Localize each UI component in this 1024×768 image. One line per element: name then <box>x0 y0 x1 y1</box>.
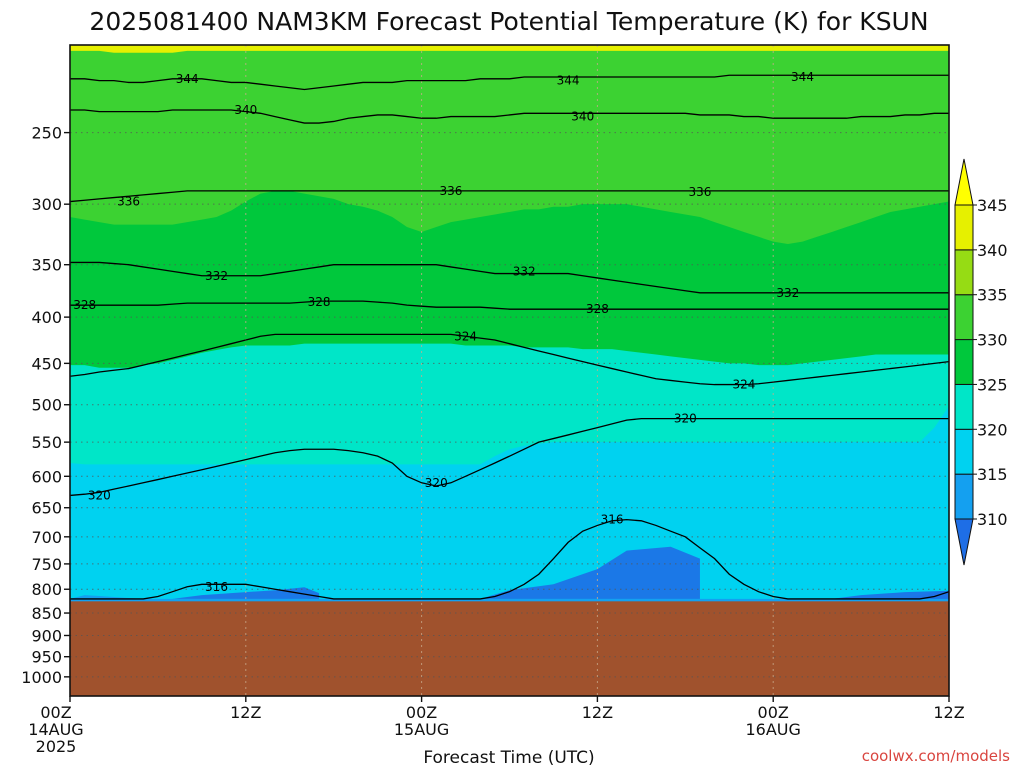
colorbar-tick-label-320: 320 <box>977 420 1008 439</box>
cold-pocket-2 <box>831 590 949 599</box>
y-tick-label-950: 950 <box>31 648 62 667</box>
x-tick-label-48-2: 16AUG <box>745 720 800 739</box>
contour-label-336-2: 336 <box>688 185 711 199</box>
y-tick-label-850: 850 <box>31 604 62 623</box>
contour-320 <box>70 417 949 497</box>
contour-316 <box>70 518 949 600</box>
contour-324 <box>70 333 949 386</box>
contour-328 <box>70 300 949 310</box>
y-tick-label-500: 500 <box>31 396 62 415</box>
x-tick-label-24-2: 15AUG <box>394 720 449 739</box>
contour-label-336-0: 336 <box>117 195 140 209</box>
x-tick-label-48-1: 00Z <box>758 703 789 722</box>
y-tick-label-750: 750 <box>31 555 62 574</box>
x-tick-label-0-3: 2025 <box>36 737 77 756</box>
colorbar-tick-label-325: 325 <box>977 375 1008 394</box>
contour-label-344-0: 344 <box>176 72 199 86</box>
contour-340 <box>70 109 949 124</box>
y-tick-label-400: 400 <box>31 308 62 327</box>
x-tick-label-0-2: 14AUG <box>28 720 83 739</box>
plot-frame <box>69 44 950 697</box>
credit-text: coolwx.com/models <box>862 747 1010 765</box>
contour-label-320-0: 320 <box>88 488 111 502</box>
x-tick-label-0-1: 00Z <box>40 703 71 722</box>
contour-label-324-0: 324 <box>454 329 477 343</box>
y-tick-label-300: 300 <box>31 195 62 214</box>
contour-label-320-1: 320 <box>425 476 448 490</box>
ground-mask <box>70 601 949 696</box>
x-axis-label: Forecast Time (UTC) <box>423 748 594 768</box>
colorbar-band-310 <box>954 473 974 520</box>
contour-label-328-1: 328 <box>308 295 331 309</box>
colorbar: 310 315 320 325 330 335 340 345 <box>954 158 1008 566</box>
contour-label-344-2: 344 <box>791 70 814 84</box>
cold-pocket-1 <box>480 546 700 599</box>
colorbar-band-320 <box>954 383 974 430</box>
fill-band-above-340 <box>70 45 949 53</box>
contour-label-332-0: 332 <box>205 269 228 283</box>
plot-area: 344 344 344 340 340 336 336 336 332 332 332 328 328 3… <box>70 39 949 696</box>
x-tick-label-12-1: 12Z <box>230 703 261 722</box>
contour-332 <box>70 261 949 294</box>
contour-label-332-1: 332 <box>513 264 536 278</box>
contour-344 <box>70 74 949 91</box>
colorbar-tick-label-330: 330 <box>977 331 1008 350</box>
contour-label-316-1: 316 <box>601 513 624 527</box>
y-tick-label-900: 900 <box>31 626 62 645</box>
grid-lines <box>70 45 949 696</box>
y-axis: 250 300 350 400 450 500 550 600 650 700 750 800 850 9… <box>21 124 70 687</box>
contour-label-316-0: 316 <box>205 580 228 594</box>
colorbar-band-330 <box>954 294 974 341</box>
contour-label-320-2: 320 <box>674 412 697 426</box>
contour-336 <box>70 190 949 203</box>
colorbar-extend-bottom <box>954 518 974 566</box>
contour-label-336-1: 336 <box>439 184 462 198</box>
x-tick-label-36-1: 12Z <box>582 703 613 722</box>
x-tick-label-24-1: 00Z <box>406 703 437 722</box>
ground-fill <box>70 601 949 696</box>
y-tick-label-1000: 1000 <box>21 668 62 687</box>
chart-title: 2025081400 NAM3KM Forecast Potential Tem… <box>89 7 928 36</box>
contour-label-332-2: 332 <box>776 286 799 300</box>
contour-label-340-1: 340 <box>571 110 594 124</box>
y-tick-label-650: 650 <box>31 499 62 518</box>
fill-band-above-330 <box>70 45 949 244</box>
colorbar-band-315 <box>954 428 974 475</box>
contour-label-344-1: 344 <box>557 74 580 88</box>
colorbar-tick-label-340: 340 <box>977 241 1008 260</box>
contour-label-324-1: 324 <box>732 378 755 392</box>
colorbar-tick-label-335: 335 <box>977 286 1008 305</box>
y-tick-label-550: 550 <box>31 433 62 452</box>
y-tick-label-800: 800 <box>31 580 62 599</box>
colorbar-band-335 <box>954 249 974 296</box>
fill-band-above-345 <box>70 39 949 45</box>
colorbar-tick-label-315: 315 <box>977 465 1008 484</box>
contour-label-328-2: 328 <box>586 302 609 316</box>
colorbar-tick-label-310: 310 <box>977 510 1008 529</box>
y-tick-label-600: 600 <box>31 467 62 486</box>
contour-label-328-0: 328 <box>73 298 96 312</box>
colorbar-tick-label-345: 345 <box>977 196 1008 215</box>
colorbar-band-325 <box>954 339 974 385</box>
colorbar-band-340 <box>954 204 974 251</box>
y-tick-label-350: 350 <box>31 256 62 275</box>
contour-labels: 344 344 344 340 340 336 336 336 332 332 332 328 328 3… <box>73 70 814 594</box>
y-tick-label-250: 250 <box>31 124 62 143</box>
contour-label-340-0: 340 <box>234 103 257 117</box>
contour-lines <box>70 74 949 600</box>
y-tick-label-700: 700 <box>31 528 62 547</box>
y-tick-label-450: 450 <box>31 354 62 373</box>
colorbar-extend-top <box>954 158 974 206</box>
x-tick-label-60-1: 12Z <box>933 703 964 722</box>
